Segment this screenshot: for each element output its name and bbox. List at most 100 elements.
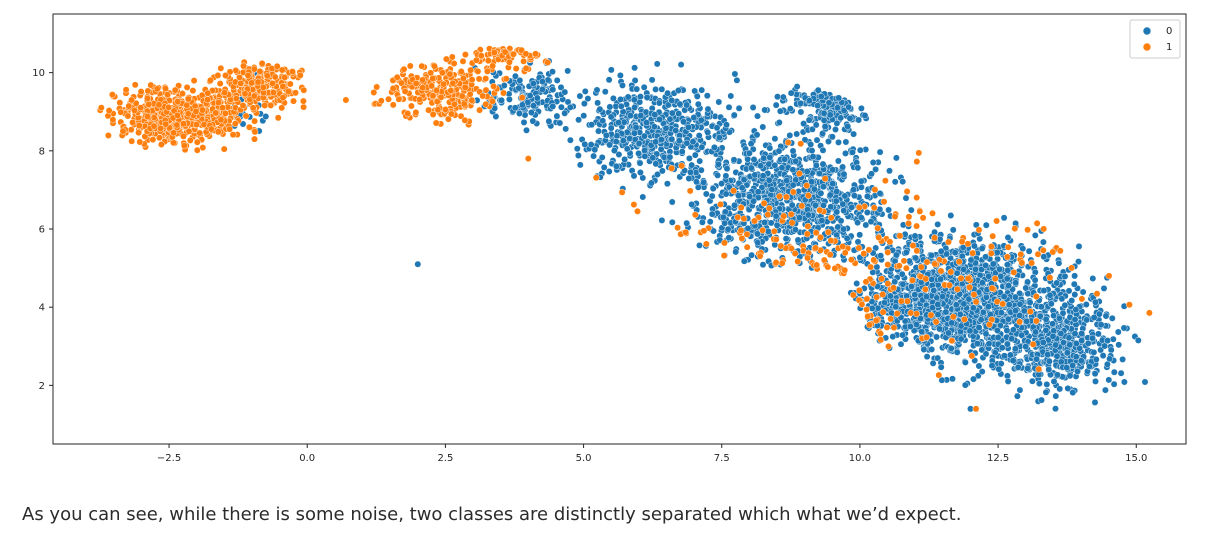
scatter-point-class-0 [595, 127, 602, 135]
scatter-point-class-1 [108, 91, 116, 99]
scatter-point-class-0 [738, 184, 746, 192]
scatter-point-class-1 [900, 257, 908, 265]
scatter-point-class-1 [847, 256, 855, 264]
scatter-point-class-0 [819, 146, 827, 154]
scatter-point-class-0 [1039, 238, 1047, 246]
scatter-point-class-0 [687, 168, 694, 176]
scatter-point-class-0 [837, 114, 845, 122]
scatter-point-class-1 [214, 71, 222, 79]
scatter-point-class-0 [630, 172, 638, 180]
scatter-point-class-0 [753, 131, 761, 139]
scatter-point-class-1 [155, 101, 163, 109]
scatter-point-class-0 [723, 121, 730, 129]
scatter-point-class-1 [483, 67, 491, 75]
scatter-point-class-1 [1010, 268, 1018, 276]
scatter-point-class-1 [897, 297, 905, 305]
scatter-point-class-1 [162, 120, 170, 128]
scatter-point-class-0 [869, 159, 877, 166]
scatter-point-class-0 [1092, 298, 1099, 306]
scatter-point-class-0 [516, 76, 524, 84]
scatter-point-class-0 [1064, 384, 1072, 392]
scatter-point-class-1 [505, 58, 513, 66]
scatter-point-class-0 [994, 334, 1002, 341]
scatter-point-class-0 [881, 299, 889, 306]
scatter-point-class-0 [805, 116, 813, 124]
scatter-point-class-0 [1074, 368, 1081, 375]
scatter-point-class-0 [591, 146, 599, 154]
scatter-point-class-1 [385, 95, 392, 103]
scatter-point-class-0 [766, 153, 774, 161]
scatter-point-class-0 [610, 147, 618, 155]
scatter-point-class-0 [505, 95, 513, 103]
scatter-point-class-0 [1016, 386, 1024, 394]
scatter-point-class-0 [893, 251, 900, 259]
scatter-point-class-1 [460, 100, 468, 108]
scatter-point-class-1 [812, 229, 820, 237]
scatter-point-class-0 [754, 112, 761, 120]
scatter-point-class-0 [899, 178, 907, 186]
scatter-point-class-0 [698, 218, 706, 226]
scatter-point-class-0 [1052, 405, 1059, 413]
scatter-point-class-1 [458, 92, 466, 100]
scatter-point-class-0 [1097, 321, 1105, 329]
scatter-point-class-1 [544, 59, 552, 66]
scatter-point-class-0 [998, 344, 1006, 352]
scatter-point-class-1 [883, 323, 891, 331]
scatter-point-class-1 [953, 285, 961, 293]
scatter-point-class-0 [861, 112, 869, 119]
scatter-point-class-0 [580, 112, 588, 120]
scatter-point-class-1 [429, 75, 437, 82]
scatter-point-class-0 [811, 201, 819, 209]
scatter-point-class-1 [863, 295, 871, 303]
scatter-point-class-0 [680, 118, 687, 126]
scatter-point-class-1 [199, 106, 206, 114]
scatter-point-class-1 [428, 82, 436, 90]
scatter-point-class-1 [874, 224, 882, 232]
scatter-point-class-1 [482, 100, 490, 108]
scatter-point-class-1 [401, 87, 409, 95]
scatter-point-class-0 [732, 248, 740, 256]
scatter-point-class-1 [217, 116, 225, 124]
scatter-point-class-0 [779, 93, 787, 101]
scatter-point-class-1 [446, 70, 454, 78]
scatter-point-class-0 [840, 207, 848, 215]
scatter-point-class-0 [1117, 369, 1125, 377]
scatter-point-class-0 [1063, 364, 1071, 372]
scatter-point-class-0 [937, 275, 945, 283]
scatter-point-class-1 [149, 136, 157, 144]
scatter-point-class-1 [433, 86, 441, 94]
scatter-point-class-0 [658, 216, 666, 224]
scatter-point-class-0 [617, 95, 624, 103]
scatter-point-class-1 [501, 48, 509, 56]
scatter-point-class-0 [1011, 293, 1019, 301]
scatter-point-class-1 [450, 60, 458, 67]
scatter-point-class-1 [913, 158, 921, 166]
scatter-point-class-0 [1042, 388, 1050, 396]
scatter-point-class-0 [788, 201, 796, 209]
scatter-point-class-0 [637, 112, 645, 120]
scatter-point-class-1 [913, 310, 921, 318]
scatter-point-class-0 [581, 87, 589, 95]
scatter-point-class-0 [1084, 339, 1092, 347]
scatter-point-class-1 [229, 131, 237, 139]
scatter-point-class-0 [839, 163, 847, 171]
scatter-point-class-1 [221, 89, 229, 97]
scatter-point-class-1 [169, 139, 177, 147]
scatter-point-class-0 [1078, 337, 1086, 344]
scatter-point-class-1 [913, 247, 921, 255]
scatter-point-class-0 [1071, 330, 1079, 338]
scatter-point-class-0 [761, 219, 769, 226]
scatter-point-class-0 [975, 324, 983, 331]
scatter-point-class-0 [530, 102, 537, 110]
scatter-point-class-1 [794, 258, 802, 265]
scatter-point-class-1 [987, 243, 995, 250]
scatter-point-class-0 [786, 131, 794, 139]
scatter-point-class-0 [1075, 258, 1082, 266]
scatter-point-class-0 [1045, 357, 1053, 365]
scatter-point-class-1 [772, 235, 780, 243]
scatter-point-class-0 [786, 105, 794, 113]
scatter-point-class-1 [221, 109, 229, 117]
scatter-point-class-0 [764, 227, 772, 235]
scatter-point-class-1 [273, 62, 281, 70]
